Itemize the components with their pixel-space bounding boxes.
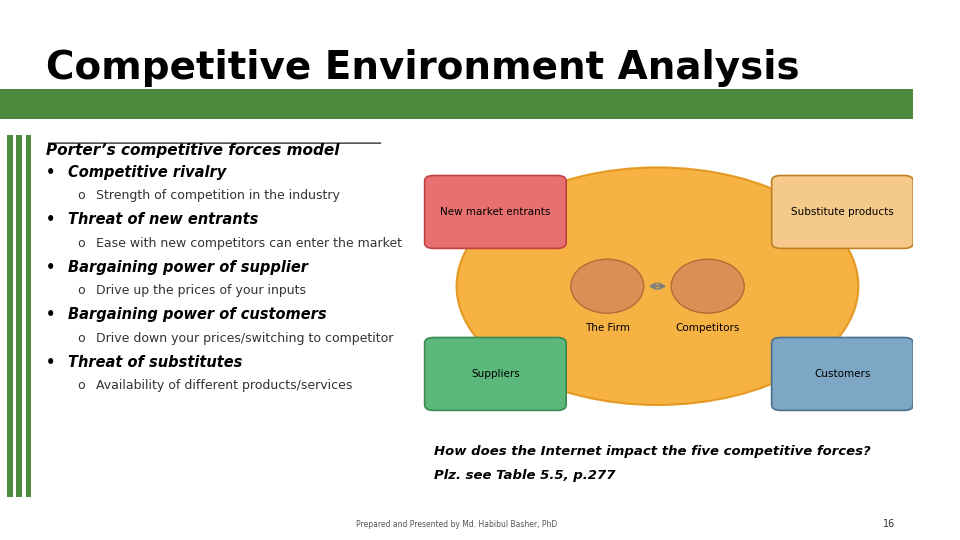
Text: Competitive rivalry: Competitive rivalry xyxy=(68,165,227,180)
Text: o: o xyxy=(78,189,85,202)
Circle shape xyxy=(457,167,858,405)
FancyBboxPatch shape xyxy=(424,338,566,410)
Text: o: o xyxy=(78,284,85,297)
Text: New market entrants: New market entrants xyxy=(441,207,551,217)
Text: Threat of new entrants: Threat of new entrants xyxy=(68,212,259,227)
FancyBboxPatch shape xyxy=(8,135,12,497)
FancyBboxPatch shape xyxy=(0,89,913,119)
Text: o: o xyxy=(78,332,85,345)
Text: Strength of competition in the industry: Strength of competition in the industry xyxy=(96,189,340,202)
FancyBboxPatch shape xyxy=(424,176,566,248)
Text: Bargaining power of customers: Bargaining power of customers xyxy=(68,307,327,322)
Text: Competitors: Competitors xyxy=(676,323,740,333)
Text: Plz. see Table 5.5, p.277: Plz. see Table 5.5, p.277 xyxy=(434,469,615,482)
Text: Availability of different products/services: Availability of different products/servi… xyxy=(96,379,352,392)
Text: •: • xyxy=(46,260,55,275)
Text: Drive up the prices of your inputs: Drive up the prices of your inputs xyxy=(96,284,306,297)
Text: Drive down your prices/switching to competitor: Drive down your prices/switching to comp… xyxy=(96,332,394,345)
Text: o: o xyxy=(78,379,85,392)
Text: How does the Internet impact the five competitive forces?: How does the Internet impact the five co… xyxy=(434,446,871,458)
Text: •: • xyxy=(46,165,55,180)
Text: Substitute products: Substitute products xyxy=(791,207,894,217)
Text: Bargaining power of supplier: Bargaining power of supplier xyxy=(68,260,308,275)
FancyBboxPatch shape xyxy=(26,135,31,497)
Text: 16: 16 xyxy=(882,519,895,529)
Ellipse shape xyxy=(571,259,644,313)
FancyBboxPatch shape xyxy=(772,338,913,410)
Text: Competitive Environment Analysis: Competitive Environment Analysis xyxy=(46,49,800,86)
Text: •: • xyxy=(46,212,55,227)
FancyBboxPatch shape xyxy=(772,176,913,248)
FancyBboxPatch shape xyxy=(16,135,22,497)
Text: Threat of substitutes: Threat of substitutes xyxy=(68,355,243,370)
Ellipse shape xyxy=(671,259,744,313)
Text: The Firm: The Firm xyxy=(585,323,630,333)
Text: o: o xyxy=(78,237,85,249)
Text: Suppliers: Suppliers xyxy=(471,369,519,379)
Text: Ease with new competitors can enter the market: Ease with new competitors can enter the … xyxy=(96,237,402,249)
Text: Customers: Customers xyxy=(814,369,871,379)
Text: •: • xyxy=(46,307,55,322)
Text: •: • xyxy=(46,355,55,370)
Text: Prepared and Presented by Md. Habibul Basher, PhD: Prepared and Presented by Md. Habibul Ba… xyxy=(356,520,557,529)
Text: Porter’s competitive forces model: Porter’s competitive forces model xyxy=(46,143,339,158)
